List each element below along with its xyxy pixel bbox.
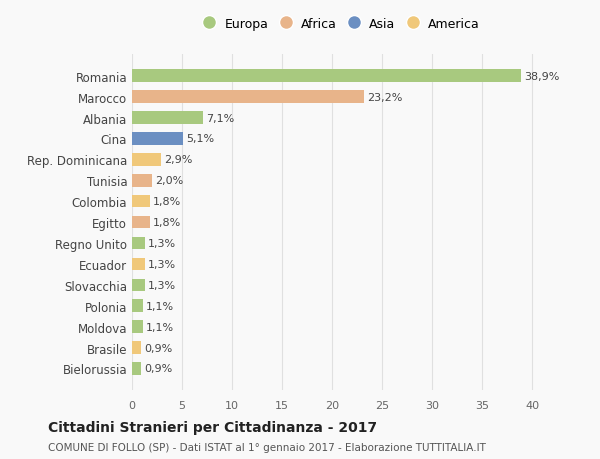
Text: 23,2%: 23,2% (367, 92, 403, 102)
Bar (132, 341, 141, 354)
Legend: Europa, Africa, Asia, America: Europa, Africa, Asia, America (205, 18, 479, 31)
Text: 0,9%: 0,9% (144, 343, 172, 353)
Text: 38,9%: 38,9% (524, 72, 559, 82)
Bar (132, 237, 145, 250)
Bar (132, 174, 152, 187)
Text: 1,3%: 1,3% (148, 259, 176, 269)
Text: 5,1%: 5,1% (186, 134, 214, 144)
Bar (132, 321, 143, 333)
Bar (132, 279, 145, 291)
Bar (132, 258, 145, 271)
Text: 1,8%: 1,8% (153, 218, 181, 228)
Text: 1,3%: 1,3% (148, 239, 176, 248)
Text: 1,1%: 1,1% (146, 322, 174, 332)
Text: Cittadini Stranieri per Cittadinanza - 2017: Cittadini Stranieri per Cittadinanza - 2… (48, 420, 377, 435)
Bar (132, 70, 521, 83)
Bar (132, 300, 143, 312)
Bar (132, 91, 364, 104)
Text: 1,1%: 1,1% (146, 301, 174, 311)
Text: 2,9%: 2,9% (164, 155, 193, 165)
Text: 0,9%: 0,9% (144, 364, 172, 374)
Bar (132, 216, 150, 229)
Text: 2,0%: 2,0% (155, 176, 183, 186)
Bar (132, 133, 183, 146)
Bar (132, 363, 141, 375)
Bar (132, 196, 150, 208)
Text: 1,8%: 1,8% (153, 197, 181, 207)
Bar (132, 154, 161, 166)
Text: 1,3%: 1,3% (148, 280, 176, 290)
Text: COMUNE DI FOLLO (SP) - Dati ISTAT al 1° gennaio 2017 - Elaborazione TUTTITALIA.I: COMUNE DI FOLLO (SP) - Dati ISTAT al 1° … (48, 442, 486, 452)
Bar (132, 112, 203, 124)
Text: 7,1%: 7,1% (206, 113, 234, 123)
